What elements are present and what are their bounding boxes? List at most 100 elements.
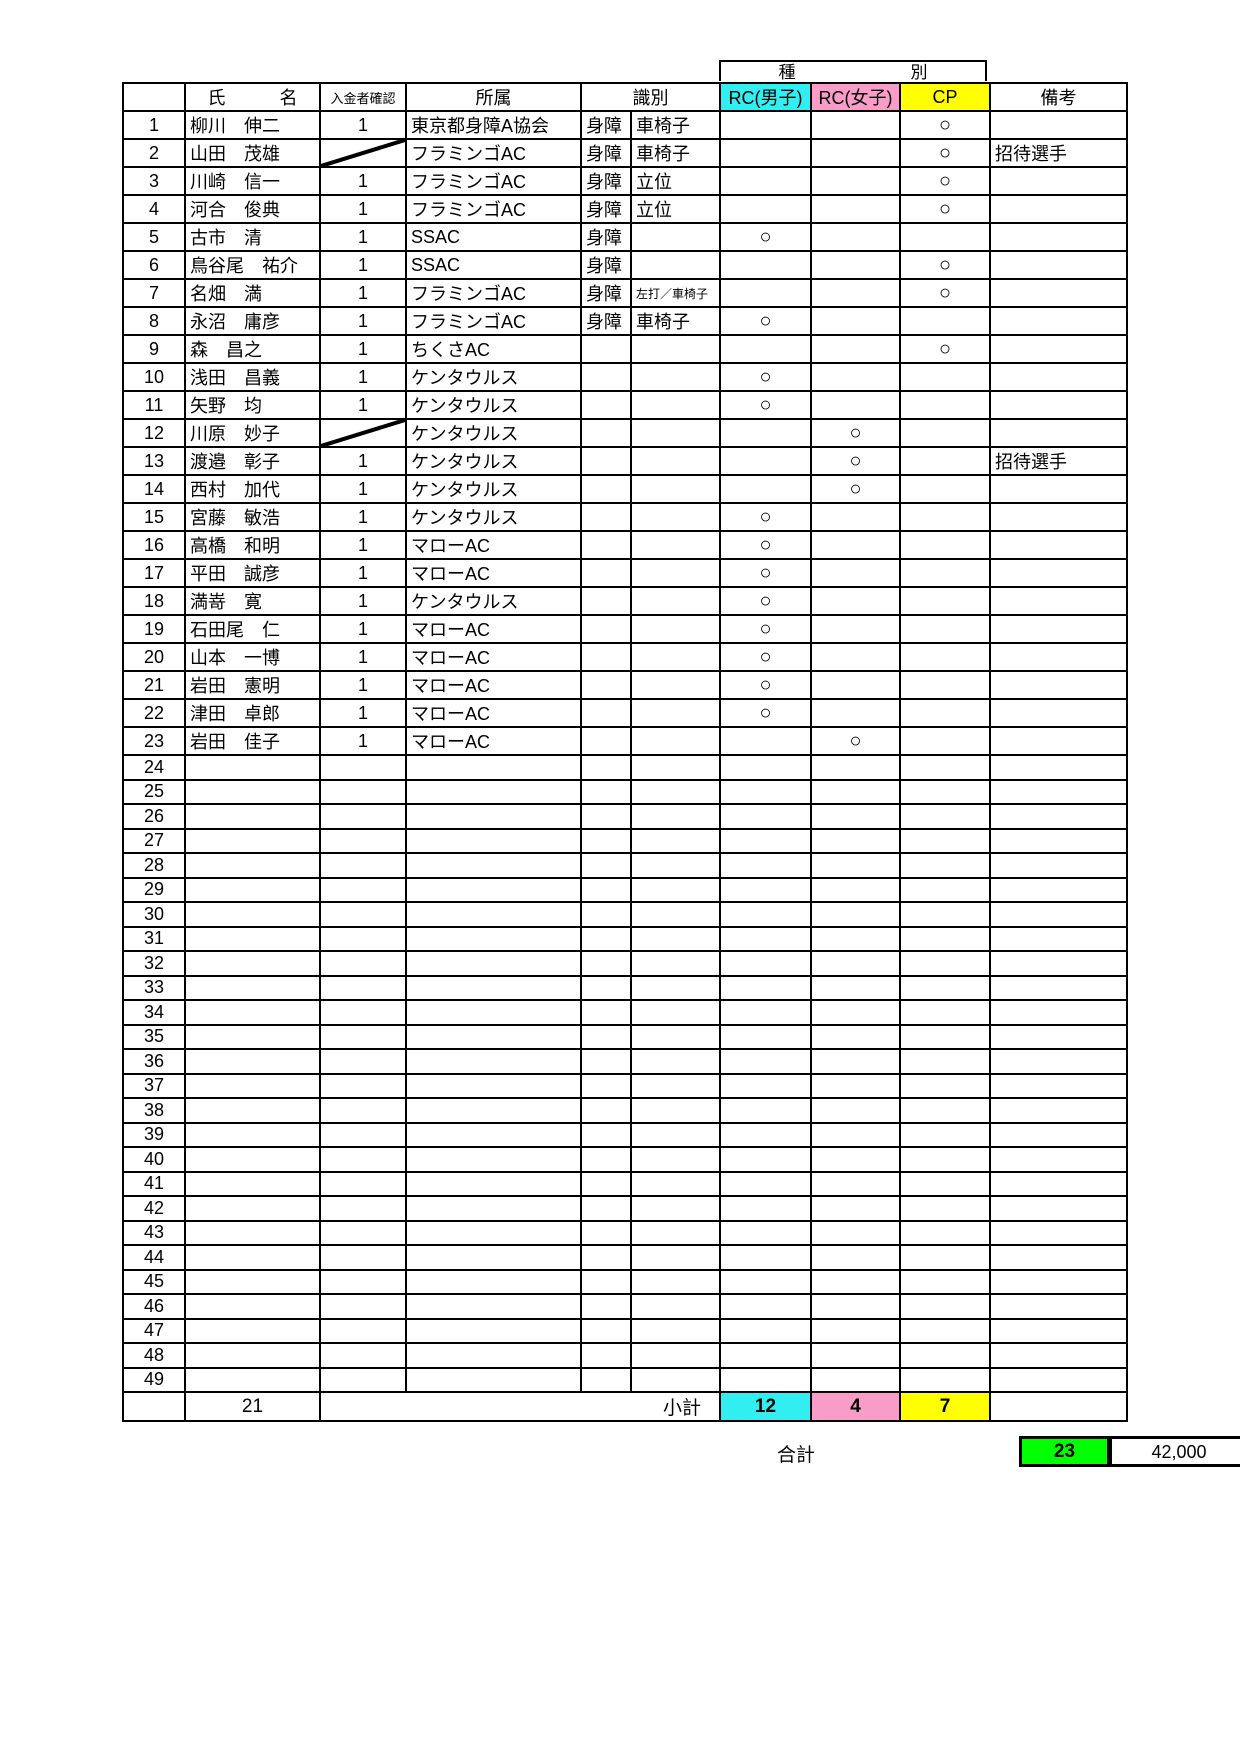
- empty-cell: [319, 1195, 407, 1222]
- payment-confirmed: 1: [319, 670, 407, 700]
- empty-cell: [405, 1072, 582, 1099]
- table-row: 17 平田 誠彦 1 マローAC ○: [122, 558, 1128, 588]
- classification-1: 身障: [580, 306, 632, 336]
- table-row: 14 西村 加代 1 ケンタウルス ○: [122, 474, 1128, 504]
- empty-cell: [319, 803, 407, 830]
- category-rcm-mark: [719, 250, 812, 280]
- classification-2: [630, 474, 721, 504]
- classification-1: [580, 558, 632, 588]
- empty-cell: [405, 1293, 582, 1320]
- empty-cell: [989, 1219, 1128, 1246]
- empty-cell: [580, 974, 632, 1001]
- table-row: 4 河合 俊典 1 フラミンゴAC 身障 立位 ○: [122, 194, 1128, 224]
- empty-cell: [405, 1317, 582, 1344]
- empty-cell: [899, 950, 991, 977]
- category-rcf-mark: [810, 558, 901, 588]
- empty-cell: [810, 974, 901, 1001]
- empty-cell: [899, 974, 991, 1001]
- empty-row: 48: [122, 1342, 1128, 1369]
- empty-cell: [184, 1023, 321, 1050]
- empty-cell: [319, 1317, 407, 1344]
- empty-cell: [319, 1146, 407, 1173]
- empty-cell: [899, 803, 991, 830]
- empty-cell: [989, 1268, 1128, 1295]
- notes: [989, 530, 1128, 560]
- athlete-name: 石田尾 仁: [184, 614, 321, 644]
- category-rcm-mark: ○: [719, 558, 812, 588]
- affiliation: フラミンゴAC: [405, 166, 582, 196]
- payment-confirmed: 1: [319, 586, 407, 616]
- athlete-name: 岩田 憲明: [184, 670, 321, 700]
- payment-confirmed: 1: [319, 362, 407, 392]
- header-cp: CP: [899, 82, 991, 112]
- classification-2: 立位: [630, 194, 721, 224]
- empty-cell: [184, 1170, 321, 1197]
- notes: [989, 698, 1128, 728]
- classification-2: [630, 642, 721, 672]
- empty-cell: [899, 1170, 991, 1197]
- row-number: 10: [122, 362, 186, 392]
- empty-row: 49: [122, 1366, 1128, 1393]
- athlete-name: 満嵜 寛: [184, 586, 321, 616]
- empty-cell: [810, 1195, 901, 1222]
- category-cp-mark: ○: [899, 194, 991, 224]
- empty-cell: [630, 999, 721, 1026]
- empty-cell: [989, 1146, 1128, 1173]
- empty-cell: [580, 803, 632, 830]
- row-number: 36: [122, 1048, 186, 1075]
- entry-table: 氏 名 入金者確認 所属 識別 RC(男子) RC(女子) CP 備考 1 柳川 …: [122, 82, 1128, 1422]
- classification-1: 身障: [580, 166, 632, 196]
- empty-cell: [989, 999, 1128, 1026]
- notes: [989, 194, 1128, 224]
- category-rcm-mark: ○: [719, 586, 812, 616]
- notes: 招待選手: [989, 446, 1128, 476]
- empty-cell: [899, 852, 991, 879]
- empty-cell: [184, 827, 321, 854]
- row-number: 4: [122, 194, 186, 224]
- empty-cell: [989, 950, 1128, 977]
- empty-cell: [989, 1317, 1128, 1344]
- empty-cell: [580, 1048, 632, 1075]
- empty-cell: [405, 1146, 582, 1173]
- empty-cell: [630, 1244, 721, 1271]
- classification-1: 身障: [580, 222, 632, 252]
- payment-confirmed: 1: [319, 614, 407, 644]
- category-rcm-mark: [719, 110, 812, 140]
- affiliation: 東京都身障A協会: [405, 110, 582, 140]
- empty-cell: [719, 1219, 812, 1246]
- athlete-name: 山本 一博: [184, 642, 321, 672]
- empty-cell: [184, 974, 321, 1001]
- athlete-name: 古市 清: [184, 222, 321, 252]
- empty-cell: [405, 901, 582, 928]
- empty-cell: [810, 1023, 901, 1050]
- category-group-header: 種 別: [719, 60, 987, 82]
- table-row: 11 矢野 均 1 ケンタウルス ○: [122, 390, 1128, 420]
- empty-cell: [580, 1195, 632, 1222]
- empty-cell: [810, 1366, 901, 1393]
- affiliation: マローAC: [405, 698, 582, 728]
- row-number: 9: [122, 334, 186, 364]
- empty-cell: [319, 1048, 407, 1075]
- empty-row: 33: [122, 974, 1128, 1001]
- classification-2: [630, 670, 721, 700]
- empty-row: 26: [122, 803, 1128, 830]
- empty-cell: [899, 1219, 991, 1246]
- classification-1: [580, 530, 632, 560]
- empty-cell: [810, 876, 901, 903]
- empty-cell: [405, 1219, 582, 1246]
- empty-cell: [405, 852, 582, 879]
- notes: [989, 586, 1128, 616]
- empty-cell: [405, 1023, 582, 1050]
- row-number: 44: [122, 1244, 186, 1271]
- empty-cell: [184, 1146, 321, 1173]
- empty-cell: [184, 1342, 321, 1369]
- empty-cell: [810, 1244, 901, 1271]
- empty-row: 29: [122, 876, 1128, 903]
- empty-cell: [405, 1244, 582, 1271]
- row-number: 12: [122, 418, 186, 448]
- athlete-name: 西村 加代: [184, 474, 321, 504]
- empty-cell: [184, 1072, 321, 1099]
- empty-row: 46: [122, 1293, 1128, 1320]
- category-cp-mark: [899, 530, 991, 560]
- empty-cell: [810, 1146, 901, 1173]
